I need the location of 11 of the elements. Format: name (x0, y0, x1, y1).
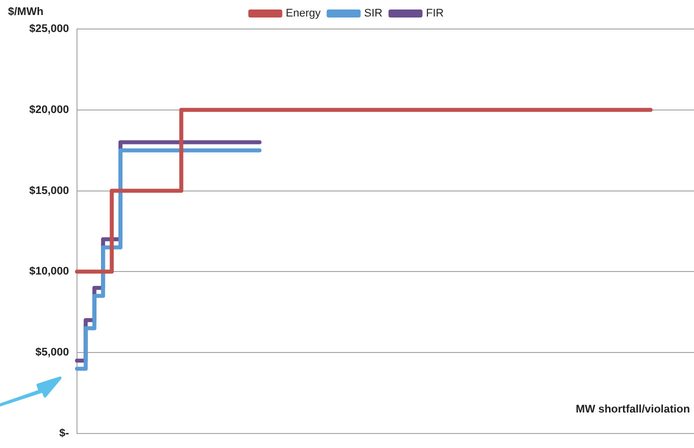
y-tick-label: $20,000 (29, 104, 69, 116)
legend-label: FIR (426, 8, 444, 20)
legend-label: SIR (364, 8, 383, 20)
y-tick-label: $25,000 (29, 23, 69, 36)
y-axis-title: $/MWh (8, 6, 44, 18)
y-tick-label: $5,000 (35, 346, 69, 359)
x-axis-title: MW shortfall/violation (576, 403, 690, 416)
y-tick-label: $10,000 (29, 266, 69, 278)
y-tick-label: $15,000 (29, 184, 69, 197)
y-tick-label: $- (59, 427, 70, 440)
legend-label: Energy (286, 8, 322, 20)
